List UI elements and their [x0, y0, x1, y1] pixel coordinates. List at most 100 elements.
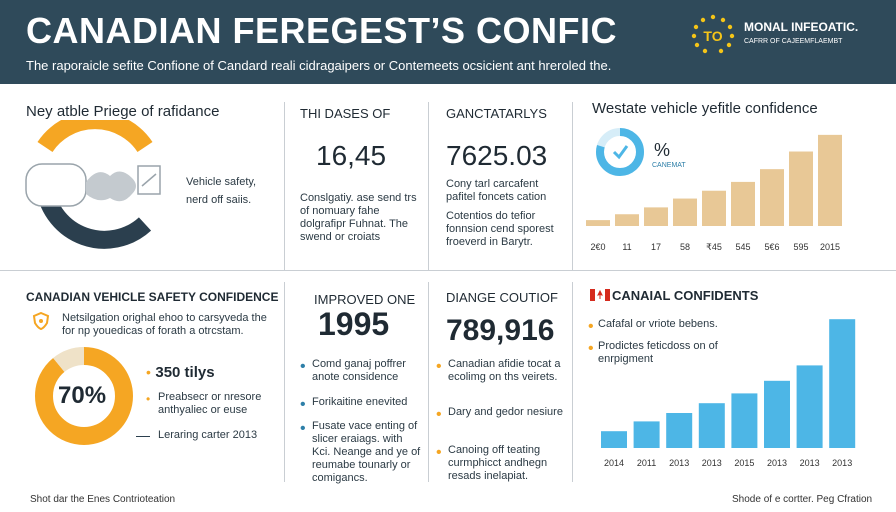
canada-flag-icon — [590, 289, 610, 301]
bar — [731, 393, 758, 448]
bar — [666, 413, 693, 448]
logo-badge: TO — [703, 28, 722, 44]
document-icon — [137, 165, 161, 195]
divider — [572, 282, 573, 482]
percent-label: CANEMAT — [652, 162, 686, 169]
divider — [284, 282, 285, 482]
x-tick-label: 2015 — [734, 458, 754, 468]
legend-dash — [136, 436, 150, 437]
x-tick-label: 11 — [622, 242, 631, 252]
bar — [698, 403, 725, 448]
bullet-dot-icon: • — [300, 396, 306, 413]
panel5-title: CANADIAN VEHICLE SAFETY CONFIDENCE — [26, 290, 279, 304]
bar-chart-confidence: 2€0 11 17 58 ₹45 545 5€6 595 2015 — [586, 134, 842, 252]
panel6-title: IMPROVED ONE — [314, 292, 416, 307]
panel2-title: THI DASES OF — [300, 106, 391, 121]
star-ring-icon: TO — [691, 14, 735, 54]
donut-center-label: 70% — [58, 382, 107, 409]
x-tick-label: 2011 — [637, 458, 656, 468]
divider — [284, 102, 285, 270]
x-tick-label: 2013 — [800, 458, 820, 468]
legend-2-label: Preabsecr or nresore anthyaliec or euse — [158, 391, 262, 416]
donut-chart-70 — [35, 347, 133, 445]
logo: TO MONAL INFEOATIC. CAFRR OF CAJEEMFLAEM… — [690, 14, 880, 54]
legend-1-label: 350 tilys — [155, 364, 215, 381]
x-tick-label: 2013 — [832, 458, 852, 468]
panel8-bullet-2: Prodictes feticdoss on of enrpigment — [598, 340, 718, 365]
bar — [829, 319, 856, 448]
panel8-title: CANAIAL CONFIDENTS — [612, 288, 759, 303]
panel3-value: 7625.03 — [446, 140, 548, 171]
logo-name: MONAL INFEOATIC. — [744, 20, 859, 34]
panel1-title: Ney atble Priege of rafidance — [26, 103, 220, 120]
x-tick-label: ₹45 — [706, 242, 722, 252]
shield-icon — [32, 312, 50, 330]
x-tick-label: 2€0 — [590, 242, 605, 252]
bar — [764, 380, 790, 448]
x-tick-label: 2013 — [767, 458, 787, 468]
legend-item: • 350 tilys — [146, 364, 215, 382]
car-icon — [25, 163, 87, 207]
bar — [796, 365, 823, 448]
panel7-bullet-3: Canoing off teating curmphicct andhegn r… — [448, 444, 548, 482]
bar — [818, 134, 842, 226]
x-tick-label: 2015 — [820, 242, 840, 252]
gauge-arc-orange — [37, 120, 153, 153]
x-tick-label: 595 — [793, 242, 808, 252]
bullet-dot-icon: • — [146, 364, 151, 380]
bar — [633, 421, 660, 448]
panel6-bullet-2: Forikaitine enevited — [312, 396, 408, 408]
bar — [601, 431, 627, 448]
panel5-note: Netsilgation orighal ehoo to carsyveda t… — [62, 312, 267, 337]
mini-donut — [596, 128, 644, 176]
panel7-value: 789,916 — [446, 314, 555, 347]
percent-symbol: % — [654, 140, 671, 160]
bar — [615, 214, 639, 226]
donut-slice — [35, 347, 133, 445]
footer-left: Shot dar the Enes Contrioteation — [30, 494, 176, 505]
header-banner: CANADIAN FEREGEST’S CONFIC The raporaicl… — [0, 0, 896, 84]
bullet-dot-icon: • — [588, 318, 594, 335]
panel1-caption-2: nerd off saiis. — [186, 194, 252, 206]
panel8-bullet-1: Cafafal or vriote bebens. — [598, 318, 718, 330]
bullet-dot-icon: • — [300, 358, 306, 375]
x-tick-label: 2013 — [702, 458, 722, 468]
panel7-bullet-2: Dary and gedor nesiure — [448, 406, 563, 418]
bar — [702, 190, 726, 226]
panel7-bullet-1: Canadian afidie tocat a ecolimg on ths v… — [448, 358, 561, 383]
bar — [789, 151, 813, 226]
x-tick-label: 5€6 — [764, 242, 779, 252]
divider — [428, 282, 429, 482]
panel4-title: Westate vehicle yefitle confidence — [592, 100, 818, 117]
panel3-text-2: Cotentios do tefior fonnsion cend spores… — [446, 210, 554, 248]
bar-chart-canaial: 2014 2011 2013 2013 2015 2013 2013 2013 — [601, 319, 856, 468]
footer-right: Shode of e cortter. Peg Cfration — [732, 494, 873, 505]
bullet-dot-icon: • — [146, 392, 151, 406]
x-tick-label: 58 — [680, 242, 690, 252]
bar — [586, 220, 610, 226]
panel6-value: 1995 — [318, 306, 390, 342]
bullet-dot-icon: • — [436, 444, 442, 461]
x-tick-label: 2014 — [604, 458, 624, 468]
logo-subtitle: CAFRR OF CAJEEMFLAEMBT — [744, 38, 843, 45]
bullet-dot-icon: • — [436, 406, 442, 423]
page-title: CANADIAN FEREGEST’S CONFIC — [26, 10, 618, 51]
divider — [0, 270, 896, 271]
divider — [428, 102, 429, 270]
panel6-bullet-1: Comd ganaj poffrer anote considence — [312, 358, 406, 383]
panel2-text: Conslgatiy. ase send trs of nomuary fahe… — [300, 192, 417, 243]
panel3-title: GANCTATARLYS — [446, 106, 547, 121]
panel7-title: DIANGE COUTIOF — [446, 290, 558, 305]
divider — [572, 102, 573, 270]
panel6-bullet-3: Fusate vace enting of slicer eraiags. wi… — [312, 420, 421, 484]
check-icon — [612, 145, 629, 160]
bullet-dot-icon: • — [436, 358, 442, 375]
bar — [760, 169, 784, 226]
x-tick-label: 17 — [651, 242, 661, 252]
legend-3-label: Leraring carter 2013 — [158, 429, 258, 441]
bullet-dot-icon: • — [300, 420, 306, 437]
page-subtitle: The raporaicle sefite Confione of Candar… — [26, 58, 612, 73]
x-tick-label: 2013 — [669, 458, 689, 468]
panel1-caption-1: Vehicle safety, — [186, 176, 257, 188]
map-icon — [86, 171, 136, 202]
